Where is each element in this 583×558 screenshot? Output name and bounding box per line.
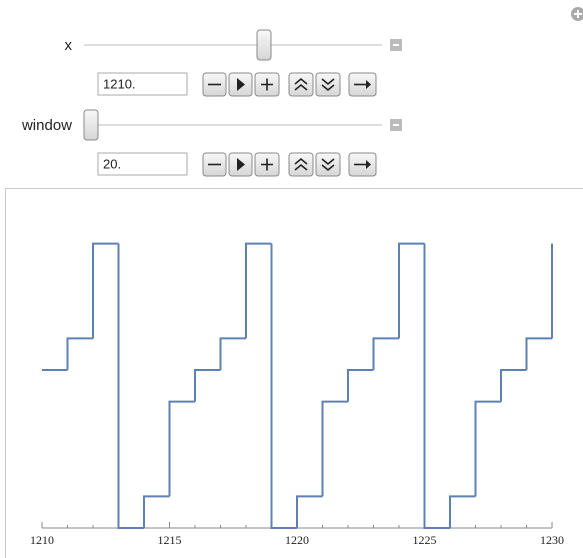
- step-segment: [92, 242, 119, 339]
- input-value: 20.: [103, 156, 121, 171]
- plot-panel: [5, 188, 583, 558]
- step-segment: [525, 337, 552, 370]
- step-segment: [321, 400, 348, 497]
- input-value: 1210.: [103, 76, 136, 91]
- step-segment: [194, 369, 221, 402]
- icon: [237, 158, 245, 171]
- slider-thumb[interactable]: [256, 29, 272, 61]
- icon: [294, 77, 308, 91]
- step-segment: [372, 337, 399, 370]
- button-row: [202, 72, 377, 97]
- step-segment: [500, 369, 527, 402]
- x-tick-label: 1220: [285, 533, 309, 547]
- control-label: x: [65, 37, 73, 54]
- step-segment: [474, 400, 501, 497]
- control-label: window: [21, 117, 72, 134]
- step-segment: [347, 369, 374, 402]
- step-segment: [398, 242, 425, 339]
- step-segment: [168, 400, 195, 497]
- x-tick-label: 1225: [413, 533, 437, 547]
- icon: [261, 158, 273, 171]
- icon: [321, 158, 335, 172]
- icon: [366, 80, 371, 89]
- input-field[interactable]: [97, 152, 188, 176]
- step-segment: [270, 243, 297, 529]
- step-segment: [66, 337, 93, 370]
- step-segment: [245, 242, 272, 339]
- step-segment: [296, 495, 323, 528]
- icon: [237, 78, 245, 91]
- icon: [261, 78, 273, 91]
- x-tick-label: 1230: [540, 533, 564, 547]
- step-segment: [449, 495, 476, 528]
- plot: 1210 1215 1220 1225 1230: [30, 242, 564, 547]
- step-segment: [423, 243, 450, 529]
- icon: [321, 78, 335, 92]
- step-segment: [143, 495, 170, 528]
- close-icon-glyph: [574, 10, 582, 18]
- x-tick-label: 1215: [158, 533, 182, 547]
- step-segment: [117, 243, 144, 529]
- x-tick-label: 1210: [30, 533, 54, 547]
- button-row: [202, 152, 377, 177]
- slider-thumb[interactable]: [83, 109, 99, 141]
- icon: [366, 160, 371, 169]
- icon: [294, 157, 308, 171]
- input-field[interactable]: [97, 72, 188, 96]
- step-segment: [219, 337, 246, 370]
